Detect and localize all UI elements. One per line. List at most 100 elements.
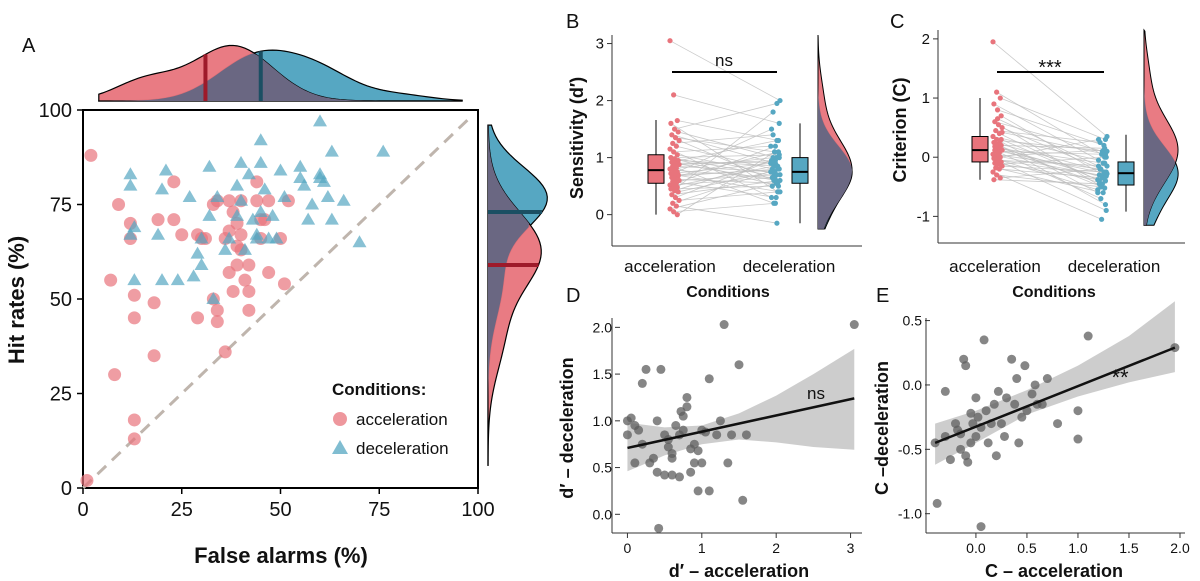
d-x-tick-label: 1 [698,540,706,556]
deceleration-point [336,193,351,206]
d-point [652,416,662,426]
b-paired-line [675,157,780,198]
deceleration-point [123,227,138,240]
b-deceleration-point [770,159,776,165]
deceleration-point [273,163,288,176]
e-point [1017,412,1027,422]
panel-a: A 0 25 50 75 100 0 25 50 75 100 False alarms (%)… [4,35,548,568]
c-paired-line [995,150,1102,155]
panel-a-x-tick-label: 50 [269,499,291,521]
d-point [648,453,658,463]
b-deceleration-point [774,100,780,107]
e-point [1010,399,1020,409]
panel-a-y-tick-label: 75 [50,195,72,217]
acceleration-point [242,258,256,272]
b-acceleration-point [668,120,674,126]
b-y-tick-label: 3 [596,36,604,53]
panel-c-boxplots [971,98,1135,212]
panel-b: B 0 1 2 3 ns acceleration deceleration Cond… [566,11,862,301]
deceleration-point [324,212,339,225]
deceleration-point [253,155,268,168]
c-paired-line [992,41,1108,137]
acceleration-point [167,213,181,227]
e-point [1083,331,1093,341]
panel-a-y-tick-label: 0 [61,478,72,500]
panel-e: E 0.0 0.5 1.0 1.5 2.0 -1.0 -0.5 0.0 0.5 ** C – … [872,285,1190,581]
e-point [979,335,989,345]
c-acceleration-point [991,101,997,107]
b-acceleration-point [675,129,681,135]
panel-e-x-axis-title: C – acceleration [985,561,1123,581]
b-acceleration-point [668,155,674,161]
e-x-tick-label: 0.0 [966,540,986,556]
e-point [989,399,999,409]
d-point [675,472,684,482]
d-y-tick-label: 0.5 [593,460,613,476]
deceleration-point [222,231,237,244]
b-deceleration-point [775,189,782,195]
b-deceleration-point [769,167,775,173]
acceleration-point [262,266,276,280]
c-acceleration-point [994,107,1001,113]
c-paired-line [999,149,1104,157]
c-paired-line [995,167,1104,194]
d-y-tick-label: 1.5 [593,366,613,382]
deceleration-point [249,227,264,240]
c-acceleration-point [995,122,1002,128]
panel-a-y-tick-label: 25 [50,384,72,406]
acceleration-point [151,213,165,227]
b-deceleration-point [776,120,782,126]
b-deceleration-point [771,163,777,169]
b-paired-line [678,169,773,176]
panel-a-marginal-y-density [487,124,548,466]
deceleration-point [123,178,138,191]
d-point [738,495,748,505]
d-point [734,360,744,370]
b-deceleration-point [768,194,775,201]
c-deceleration-point [1104,163,1110,169]
b-paired-line [679,191,779,201]
acceleration-point [238,273,252,287]
deceleration-point [190,246,205,259]
c-acceleration-point [999,129,1005,135]
b-acceleration-point [667,206,673,212]
c-paired-line [1000,139,1099,158]
d-point [637,378,647,388]
panel-b-half-violins [817,34,853,230]
panel-b-points [667,38,783,226]
c-acceleration-point [994,172,1000,178]
b-deceleration-point [772,149,778,155]
c-paired-line [1001,139,1098,181]
panel-a-legend: Conditions: acceleration deceleration [332,380,449,458]
legend-title: Conditions: [332,380,426,399]
panel-c-y-ticks: -1 0 1 2 [917,31,938,225]
deceleration-point [313,114,327,127]
deceleration-point [158,163,173,176]
c-paired-line [997,109,1105,146]
c-deceleration-point [1095,157,1102,163]
c-deceleration-point [1102,136,1109,143]
deceleration-point [241,167,256,180]
c-acceleration-point [991,177,997,183]
acceleration-point [127,413,141,427]
panel-c-half-violins [1143,28,1179,226]
b-paired-line [669,182,777,210]
deceleration-point [127,273,142,286]
d-x-tick-label: 3 [847,540,855,556]
e-point [999,431,1009,441]
c-paired-line [1001,144,1105,149]
acceleration-point [230,258,244,272]
deceleration-point [155,273,169,286]
b-acceleration-point [667,38,673,44]
deceleration-point [151,227,166,240]
b-acceleration-point [671,149,677,155]
deceleration-point [253,133,268,146]
b-deceleration-point [772,200,778,206]
e-point [1012,374,1022,384]
c-paired-line [1000,168,1101,179]
b-paired-line [678,140,775,181]
c-acceleration-point [994,116,1001,122]
panel-c-x-axis-title: Conditions [1012,284,1096,301]
d-point [652,467,662,477]
panel-a-x-tick-label: 0 [77,499,88,521]
